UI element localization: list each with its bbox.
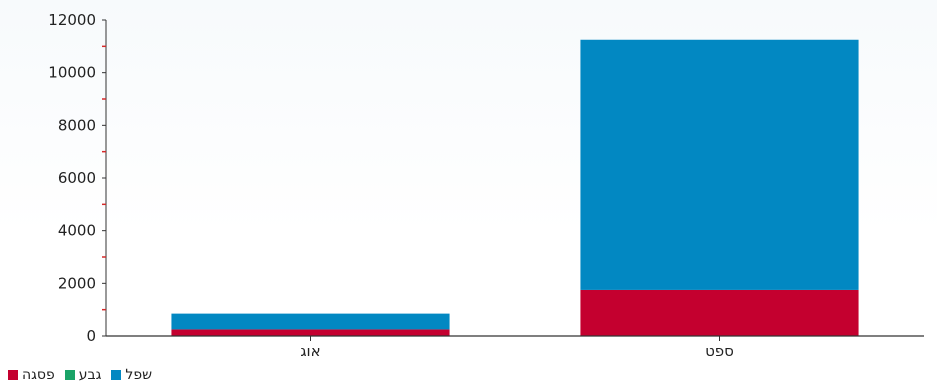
y-axis: 0 2000 4000 6000 8000 10000 12000: [48, 11, 107, 345]
bar-0-series-2: [171, 313, 450, 330]
bars: [171, 39, 859, 336]
y-tick-label-6: 12000: [48, 11, 96, 29]
y-tick-label-4: 8000: [58, 116, 96, 134]
legend-item-peak[interactable]: פסגה: [8, 367, 55, 383]
legend-label-hill: גבע: [78, 367, 102, 383]
y-tick-label-0: 0: [86, 327, 96, 345]
legend-label-low: שפל: [125, 367, 153, 383]
x-axis: אוג ספט: [106, 335, 924, 360]
y-tick-label-5: 10000: [48, 64, 96, 82]
legend-swatch-low: [111, 370, 122, 380]
legend-swatch-peak: [8, 370, 18, 380]
x-tick-label-0: אוג: [300, 342, 320, 360]
y-tick-label-3: 6000: [58, 169, 96, 187]
bar-1-series-0: [580, 289, 859, 336]
y-tick-label-1: 2000: [58, 274, 96, 292]
x-tick-label-1: ספט: [705, 342, 734, 360]
bar-1-series-2: [580, 39, 859, 290]
y-tick-label-2: 4000: [58, 222, 96, 240]
legend-item-low[interactable]: שפל: [111, 367, 152, 383]
legend-swatch-hill: [64, 370, 75, 380]
legend-label-peak: פסגה: [22, 367, 55, 383]
stacked-bar-chart: 0 2000 4000 6000 8000 10000 12000 אוג ספט: [48, 11, 924, 360]
legend: פסגה גבע שפל: [8, 366, 152, 384]
legend-item-hill[interactable]: גבע: [64, 367, 102, 383]
bar-0-series-0: [171, 329, 450, 336]
